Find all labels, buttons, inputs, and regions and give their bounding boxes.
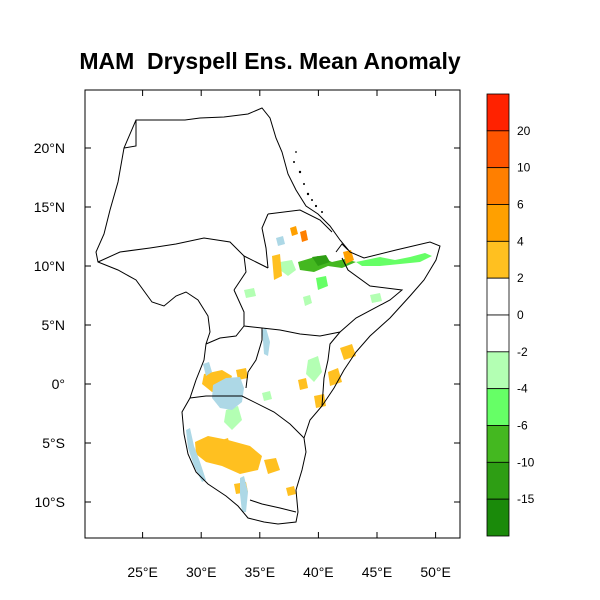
- colorbar-box: [486, 314, 510, 353]
- x-tick-40e: 40°E: [303, 564, 334, 580]
- colorbar-box: [486, 388, 510, 426]
- uganda-kenya-border: [245, 328, 263, 389]
- ethiopia-south-border: [233, 257, 404, 337]
- coastal-islands: [293, 151, 323, 213]
- colorbar-label-neg6: -6: [517, 419, 528, 433]
- colorbar-box: [486, 130, 510, 169]
- rwanda-burundi-border: [189, 395, 212, 399]
- colorbar-box: [486, 277, 510, 316]
- colorbar-box: [486, 240, 510, 279]
- colorbar-label-2: 2: [517, 271, 524, 285]
- colorbar-label-neg10: -10: [517, 455, 535, 469]
- colorbar-labels: 20 10 6 4 2 0 -2 -4 -6 -10 -15: [517, 124, 535, 506]
- colorbar-boxes: [486, 93, 510, 537]
- colorbar: 20 10 6 4 2 0 -2 -4 -6 -10 -15: [486, 93, 535, 537]
- negative-anomaly-shading: [224, 253, 432, 430]
- colorbar-label-neg2: -2: [517, 345, 528, 359]
- sudan-egypt-border: [123, 120, 137, 149]
- sudan-ethiopia-border: [243, 255, 269, 269]
- outer-boundary: [95, 107, 441, 525]
- kenya-somalia-border: [321, 331, 341, 407]
- colorbar-label-4: 4: [517, 234, 524, 248]
- x-axis-labels: 25°E 30°E 35°E 40°E 45°E 50°E: [127, 564, 451, 580]
- colorbar-box: [486, 351, 510, 390]
- y-tick-10n: 10°N: [34, 258, 65, 274]
- djibouti-border: [335, 243, 349, 253]
- colorbar-box: [486, 425, 510, 463]
- x-tick-30e: 30°E: [186, 564, 217, 580]
- y-tick-5n: 5°N: [42, 317, 66, 333]
- map-title: MAM Dryspell Ens. Mean Anomaly: [79, 48, 461, 74]
- colorbar-box: [486, 461, 510, 500]
- lake-tana: [276, 236, 285, 246]
- colorbar-label-neg4: -4: [517, 382, 528, 396]
- ethiopia-west-border: [261, 213, 269, 269]
- x-tick-25e: 25°E: [127, 564, 158, 580]
- y-tick-10s: 10°S: [34, 494, 65, 510]
- lake-malawi: [240, 476, 248, 512]
- x-tick-45e: 45°E: [362, 564, 393, 580]
- colorbar-label-20: 20: [517, 124, 531, 138]
- colorbar-box: [486, 93, 510, 132]
- colorbar-box: [486, 204, 510, 242]
- x-tick-50e: 50°E: [420, 564, 451, 580]
- colorbar-box: [486, 498, 510, 537]
- sudan-southsudan-border: [97, 237, 247, 291]
- y-tick-0: 0°: [52, 376, 65, 392]
- lake-tanganyika: [186, 428, 206, 482]
- y-tick-15n: 15°N: [34, 199, 65, 215]
- southsudan-uganda-border: [205, 325, 245, 345]
- y-tick-20n: 20°N: [34, 140, 65, 156]
- y-tick-5s: 5°S: [42, 435, 65, 451]
- colorbar-label-neg15: -15: [517, 492, 535, 506]
- tanzania-north-border: [212, 395, 305, 439]
- colorbar-label-10: 10: [517, 161, 531, 175]
- axis-ticks: [85, 90, 460, 538]
- colorbar-label-0: 0: [517, 308, 524, 322]
- colorbar-box: [486, 167, 510, 205]
- lakes: [186, 236, 285, 512]
- lake-albert: [203, 362, 212, 376]
- tanzania-south-border: [249, 499, 297, 513]
- lake-victoria: [212, 377, 244, 410]
- colorbar-label-6: 6: [517, 198, 524, 212]
- coastline-and-borders: [95, 107, 441, 525]
- x-tick-35e: 35°E: [245, 564, 276, 580]
- y-axis-labels: 20°N 15°N 10°N 5°N 0° 5°S 10°S: [34, 140, 65, 510]
- sudan-eritrea-border: [267, 209, 333, 233]
- lake-turkana: [262, 328, 270, 356]
